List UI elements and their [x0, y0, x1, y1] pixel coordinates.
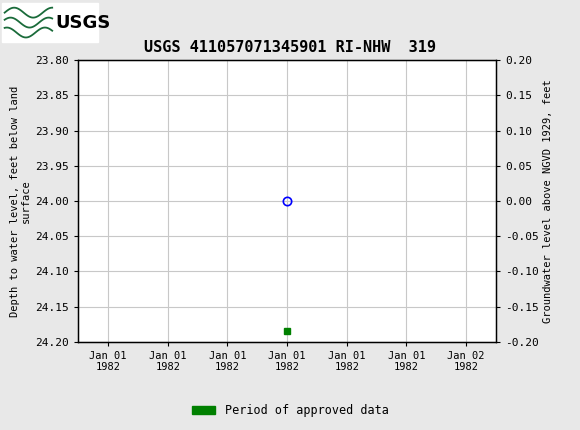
FancyBboxPatch shape [2, 3, 98, 43]
Text: USGS: USGS [55, 14, 110, 31]
Legend: Period of approved data: Period of approved data [187, 399, 393, 422]
Y-axis label: Depth to water level, feet below land
surface: Depth to water level, feet below land su… [10, 86, 31, 316]
Text: USGS 411057071345901 RI-NHW  319: USGS 411057071345901 RI-NHW 319 [144, 40, 436, 55]
Y-axis label: Groundwater level above NGVD 1929, feet: Groundwater level above NGVD 1929, feet [543, 79, 553, 323]
